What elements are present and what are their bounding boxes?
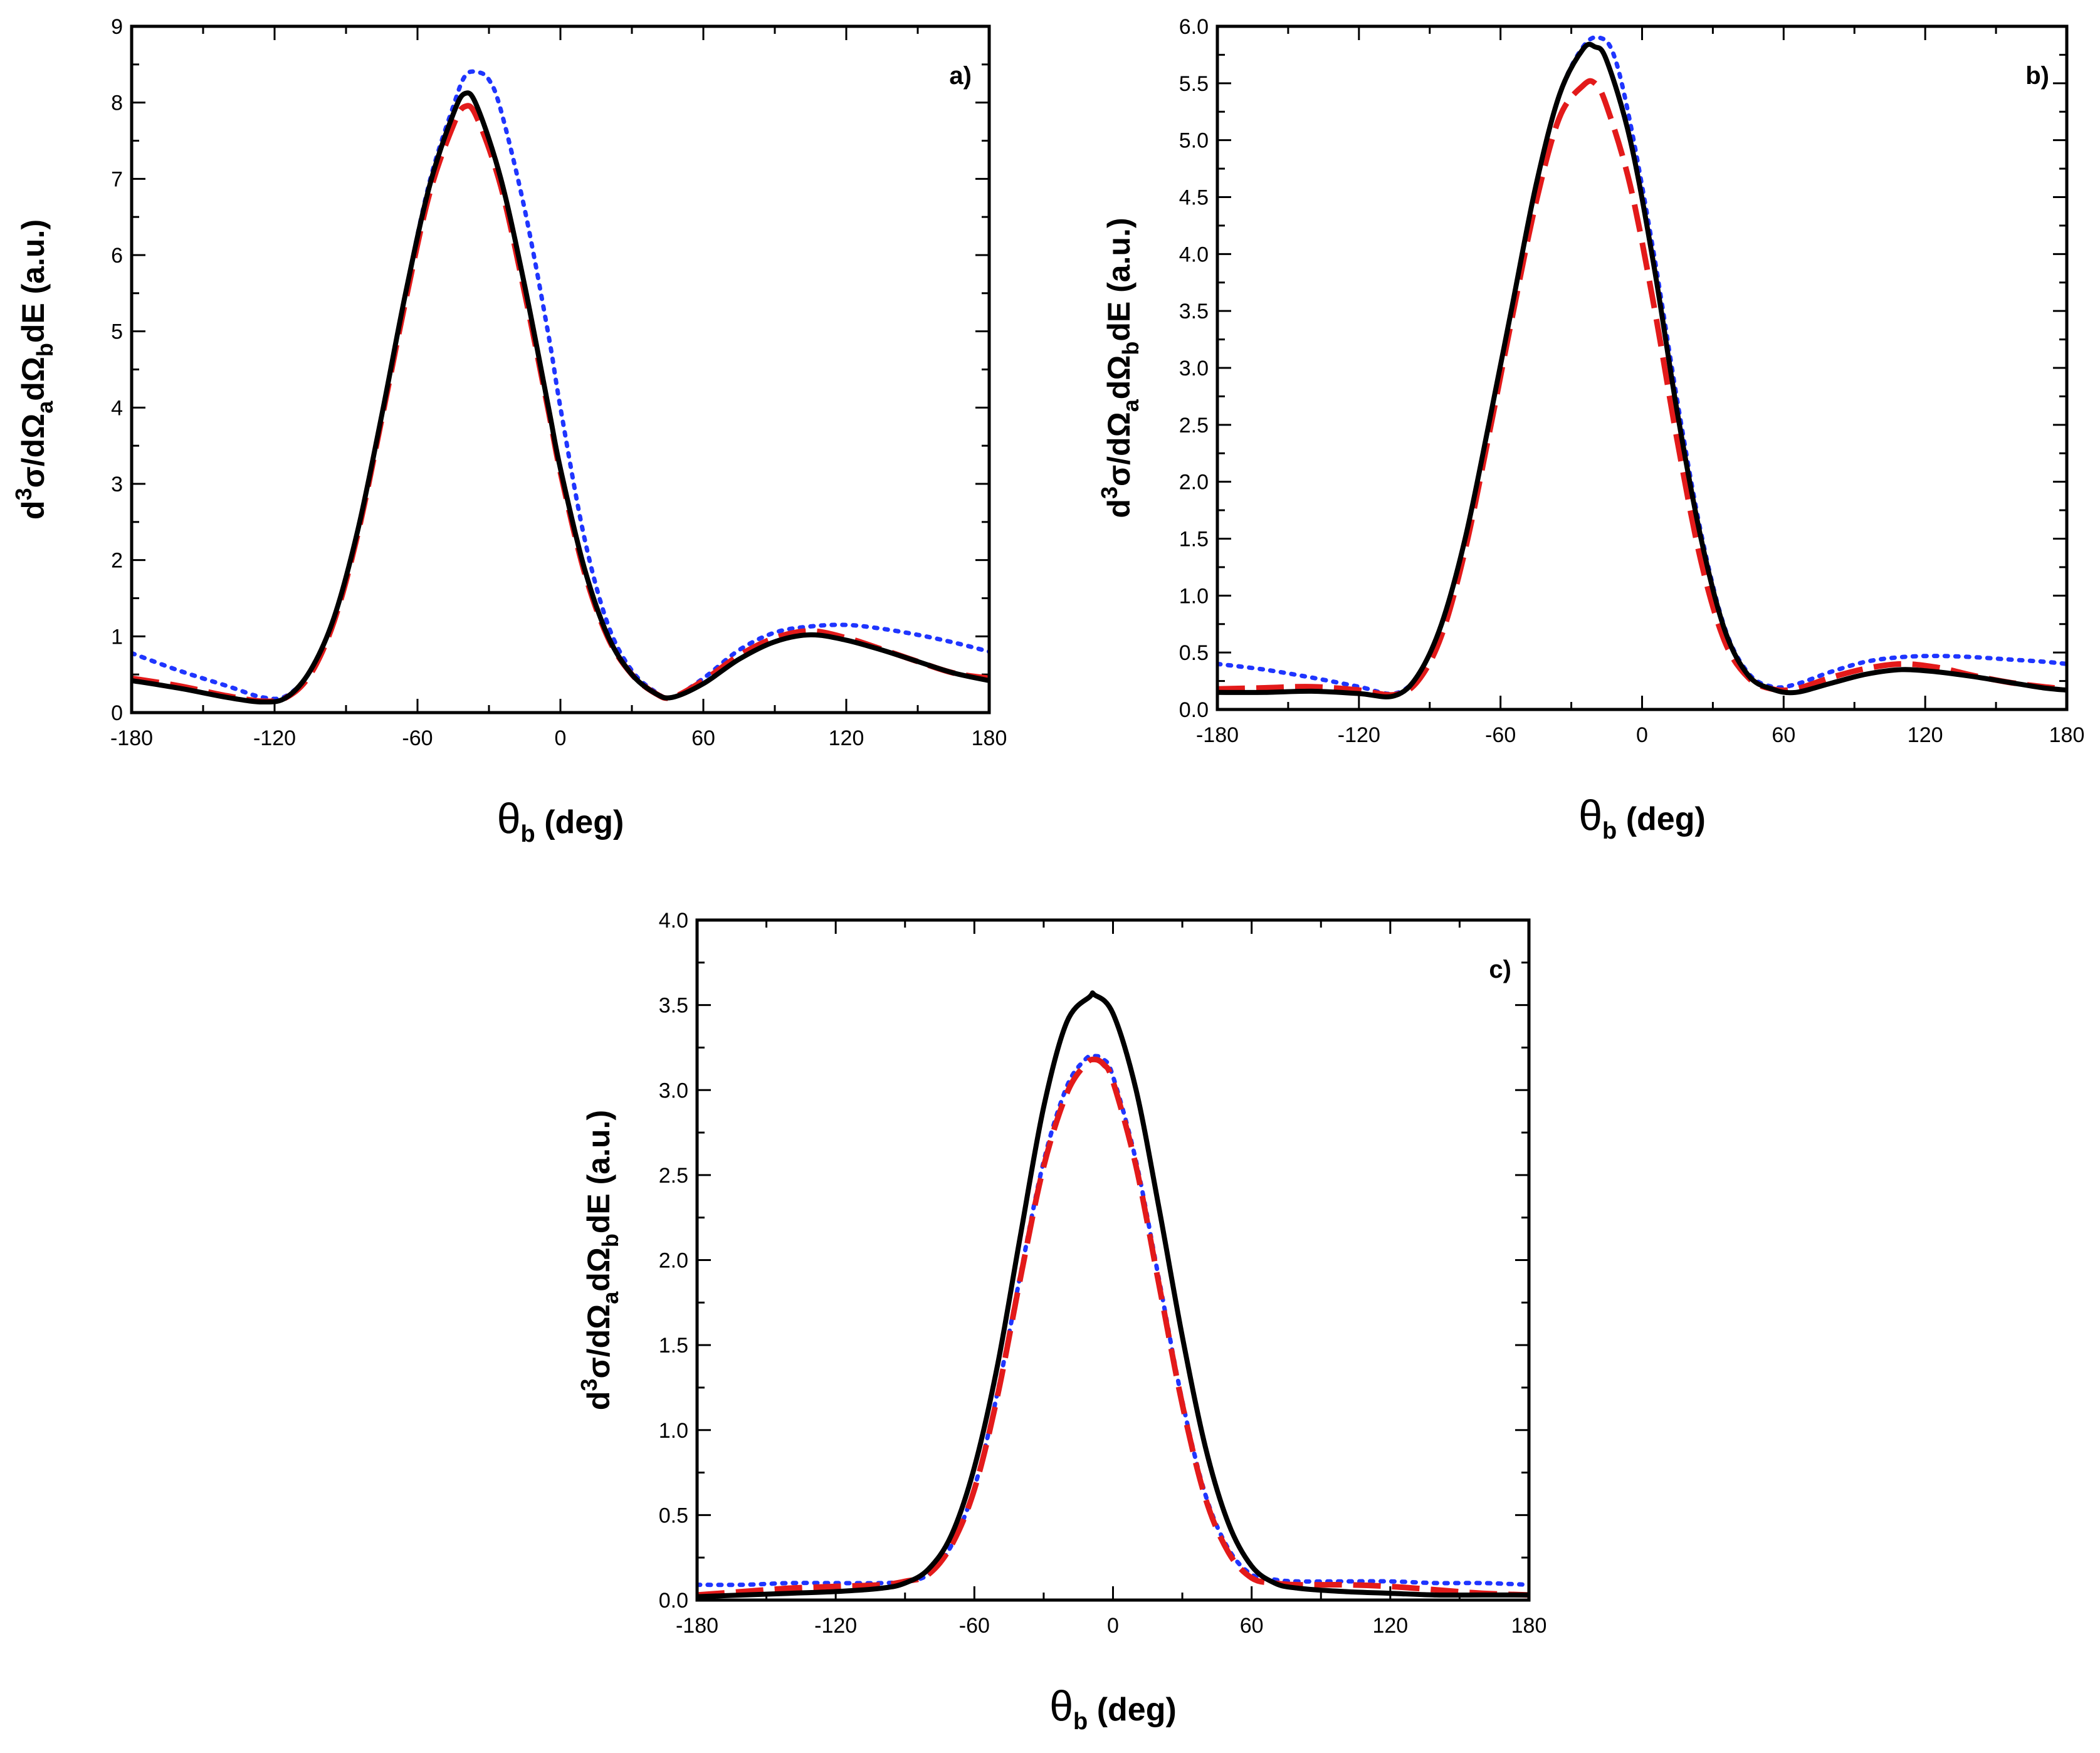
x-tick-label: -60 — [1485, 723, 1516, 747]
x-tick-label: -120 — [814, 1614, 857, 1638]
y-tick-label: 4.0 — [659, 909, 688, 933]
y-tick-label: 3.0 — [659, 1079, 688, 1102]
series-solid-line — [132, 90, 989, 705]
panel-a: -180 -120 -60 0 60 120 180 0 1 2 3 4 5 6 7 8 9 a) θb (deg)… — [11, 15, 1007, 847]
panel-label: b) — [2025, 62, 2049, 90]
x-tick-label: 60 — [1240, 1614, 1264, 1638]
x-tick-label: 60 — [1772, 723, 1795, 747]
x-axis-label: θb (deg) — [1049, 1682, 1177, 1735]
x-tick-label: -120 — [253, 726, 296, 750]
panel-label: c) — [1489, 956, 1511, 983]
x-tick-label: 120 — [1908, 723, 1943, 747]
plot-frame — [1215, 24, 2069, 711]
series-solid-line — [697, 990, 1529, 1599]
y-tick-label: 1.5 — [1179, 528, 1209, 552]
x-tick-label: 60 — [691, 726, 715, 750]
y-tick-label: 4 — [111, 396, 123, 420]
x-tick-label: -180 — [1196, 723, 1239, 747]
x-tick-label: 180 — [1511, 1614, 1547, 1638]
x-axis-label: θb (deg) — [1578, 792, 1706, 844]
y-tick-label: 1 — [111, 625, 123, 649]
y-tick-label: 2 — [111, 549, 123, 573]
y-axis-label: d3σ/dΩadΩbdE (a.u.) — [1096, 217, 1143, 518]
y-tick-label: 8 — [111, 92, 123, 115]
y-tick-label: 6 — [111, 244, 123, 268]
plot-frame — [695, 918, 1531, 1602]
y-tick-label: 2.5 — [659, 1164, 688, 1188]
y-tick-label: 7 — [111, 167, 123, 191]
y-tick-label: 2.0 — [1179, 471, 1209, 495]
x-tick-label: 180 — [972, 726, 1007, 750]
series-solid-line — [1217, 41, 2067, 699]
y-tick-label: 0.5 — [1179, 641, 1209, 665]
y-axis-label: d3σ/dΩadΩbdE (a.u.) — [576, 1110, 623, 1410]
x-tick-label: -180 — [676, 1614, 718, 1638]
x-tick-label: -60 — [402, 726, 433, 750]
panel-c: -180 -120 -60 0 60 120 180 0.0 0.5 1.0 1.5 2.0 2.5 3.… — [576, 909, 1546, 1735]
y-tick-label: 5 — [111, 320, 123, 344]
x-tick-label: 0 — [1636, 723, 1648, 747]
y-tick-label: 3 — [111, 473, 123, 496]
panel-label: a) — [949, 62, 972, 90]
y-tick-label: 0 — [111, 701, 123, 725]
y-tick-label: 1.5 — [659, 1334, 688, 1358]
x-tick-label: 120 — [829, 726, 864, 750]
y-tick-label: 9 — [111, 15, 123, 39]
plot-frame — [130, 24, 991, 714]
y-axis-label: d3σ/dΩadΩbdE (a.u.) — [11, 219, 58, 520]
x-tick-label: -120 — [1338, 723, 1380, 747]
y-tick-label: 5.0 — [1179, 129, 1209, 153]
y-tick-label: 0.5 — [659, 1504, 688, 1527]
y-tick-label: 2.5 — [1179, 414, 1209, 437]
y-tick-label: 3.5 — [659, 994, 688, 1018]
x-tick-label: 180 — [2049, 723, 2085, 747]
series-dashed-line — [1217, 78, 2067, 698]
y-tick-label: 5.5 — [1179, 72, 1209, 96]
y-tick-label: 0.0 — [659, 1589, 688, 1613]
y-tick-label: 4.0 — [1179, 243, 1209, 266]
x-tick-label: 0 — [1107, 1614, 1119, 1638]
x-tick-label: 0 — [555, 726, 567, 750]
x-tick-label: -180 — [110, 726, 153, 750]
y-tick-label: 2.0 — [659, 1249, 688, 1273]
y-tick-label: 4.5 — [1179, 186, 1209, 210]
y-tick-label: 0.0 — [1179, 698, 1209, 722]
y-tick-label: 6.0 — [1179, 15, 1209, 39]
x-axis-label: θb (deg) — [497, 795, 624, 847]
y-tick-label: 1.0 — [659, 1419, 688, 1443]
x-tick-label: -60 — [959, 1614, 990, 1638]
y-tick-label: 3.5 — [1179, 300, 1209, 323]
panel-b: -180 -120 -60 0 60 120 180 0.0 0.5 1.0 1.5 2.0 2.5 3.… — [1096, 15, 2084, 844]
x-tick-label: 120 — [1372, 1614, 1408, 1638]
y-tick-label: 3.0 — [1179, 357, 1209, 380]
y-tick-label: 1.0 — [1179, 584, 1209, 608]
